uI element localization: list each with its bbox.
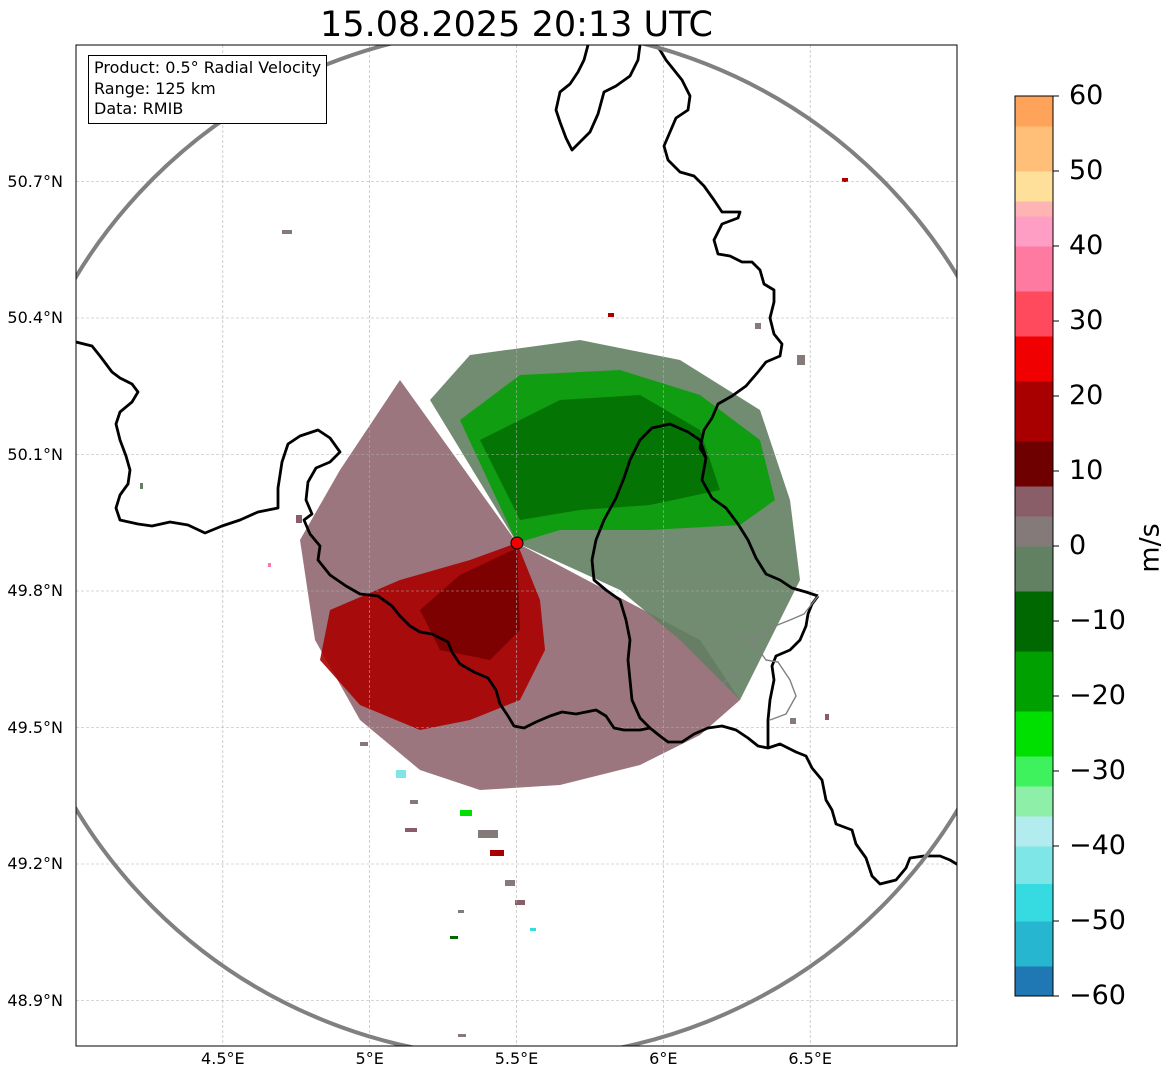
echo-speck	[460, 810, 472, 816]
colorbar-segment	[1015, 201, 1053, 217]
colorbar-segment	[1015, 883, 1053, 922]
colorbar-tick-label: 20	[1069, 380, 1104, 411]
chart-title: 15.08.2025 20:13 UTC	[320, 5, 713, 45]
echo-speck	[790, 718, 796, 724]
colorbar-tick-label: −40	[1069, 830, 1126, 861]
colorbar-tick-label: −20	[1069, 680, 1126, 711]
y-tick-label: 49.2°N	[7, 854, 63, 873]
colorbar-tick-label: −10	[1069, 605, 1126, 636]
product-text: Product: 0.5° Radial Velocity	[94, 58, 322, 77]
colorbar-tick-label: 0	[1069, 530, 1087, 561]
colorbar-tick-label: 40	[1069, 230, 1104, 261]
colorbar-segment	[1015, 441, 1053, 487]
echo-speck	[505, 880, 515, 886]
colorbar-segment	[1015, 171, 1053, 202]
map-frame	[75, 44, 958, 1047]
echo-speck	[478, 830, 498, 838]
colorbar-tick-label: −60	[1069, 980, 1126, 1011]
echo-speck	[458, 910, 464, 913]
echo-speck	[450, 936, 458, 939]
colorbar-segment	[1015, 216, 1053, 247]
y-tick-label: 50.7°N	[7, 171, 63, 191]
echo-speck	[490, 850, 504, 856]
colorbar-tick-label: 30	[1069, 305, 1104, 336]
state-borders-germany	[719, 595, 819, 721]
colorbar-segment	[1015, 591, 1053, 652]
colorbar-segment	[1015, 651, 1053, 712]
y-tick-label: 50.1°N	[7, 444, 63, 464]
colorbar-segment	[1015, 756, 1053, 787]
colorbar-segment	[1015, 96, 1053, 127]
colorbar-segment	[1015, 966, 1053, 997]
y-tick-label: 48.9°N	[7, 990, 63, 1010]
y-tick-label: 50.4°N	[7, 308, 63, 327]
radar-site-marker	[510, 536, 524, 550]
colorbar-segment	[1015, 921, 1053, 967]
echo-speck	[797, 355, 805, 365]
colorbar-tick-label: 50	[1069, 155, 1104, 186]
echo-speck	[405, 828, 417, 832]
echo-speck	[608, 313, 614, 317]
colorbar-segment	[1015, 816, 1053, 847]
colorbar-segment	[1015, 291, 1053, 337]
info-box: Product: 0.5° Radial Velocity Range: 125…	[88, 55, 328, 124]
colorbar-segment	[1015, 516, 1053, 547]
colorbar-segment	[1015, 486, 1053, 517]
colorbar-segment	[1015, 246, 1053, 292]
echo-speck	[140, 483, 143, 489]
border-france-belgium-north	[76, 340, 651, 732]
radar-echo-layer	[140, 178, 848, 1037]
data-source-text: Data: RMIB	[94, 99, 184, 118]
x-tick-label: 4.5°E	[201, 1049, 245, 1068]
border-netherlands-belgium	[554, 45, 642, 152]
country-borders	[76, 45, 957, 886]
border-luxembourg-west	[590, 422, 819, 729]
colorbar-tick-label: 10	[1069, 455, 1104, 486]
colorbar-segment	[1015, 546, 1053, 592]
y-tick-label: 49.5°N	[7, 717, 63, 737]
echo-speck	[842, 178, 848, 182]
colorbar-segment	[1015, 336, 1053, 382]
border-luxembourg-germany	[649, 724, 957, 886]
echo-speck	[530, 928, 536, 931]
echo-speck	[515, 900, 525, 905]
colorbar-segment	[1015, 711, 1053, 757]
colorbar-tick-label: −30	[1069, 755, 1126, 786]
colorbar-segment	[1015, 381, 1053, 442]
echo-speck	[296, 515, 302, 523]
colorbar-tick-label: 60	[1069, 80, 1104, 111]
colorbar-segment	[1015, 846, 1053, 884]
x-tick-label: 5.5°E	[494, 1049, 539, 1068]
border-germany-belgium-east	[654, 45, 784, 459]
colorbar-segment	[1015, 126, 1053, 172]
echo-speck	[458, 1034, 466, 1037]
x-tick-label: 6°E	[649, 1049, 678, 1068]
echo-speck	[282, 230, 292, 234]
echo-speck	[396, 770, 406, 778]
echo-speck	[410, 800, 418, 804]
colorbar-label: m/s	[1134, 523, 1166, 573]
colorbar	[1014, 95, 1059, 997]
echo-speck	[268, 563, 271, 567]
echo-speck	[825, 714, 829, 720]
colorbar-tick-label: −50	[1069, 905, 1126, 936]
echo-speck	[360, 742, 368, 746]
border-germany-north	[766, 595, 820, 748]
x-tick-label: 5°E	[355, 1049, 384, 1068]
range-text: Range: 125 km	[94, 78, 216, 98]
echo-speck	[755, 323, 761, 329]
x-tick-label: 6.5°E	[788, 1049, 832, 1068]
colorbar-segment	[1015, 786, 1053, 817]
y-tick-label: 49.8°N	[7, 581, 63, 600]
echo-outbound-strong	[420, 548, 520, 660]
